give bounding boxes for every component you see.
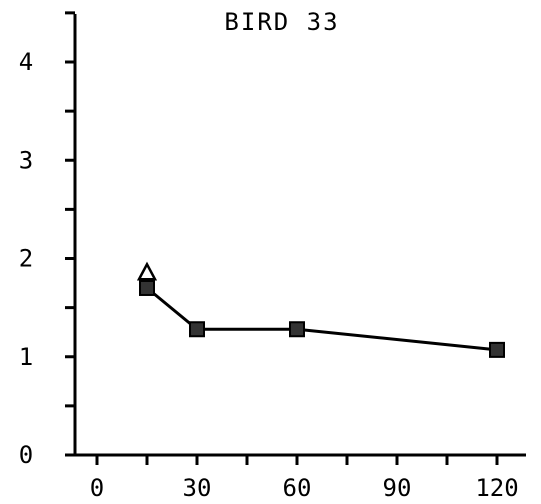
x-tick-labels: 0 30 60 90 120 bbox=[90, 474, 519, 502]
square-marker bbox=[489, 341, 505, 358]
x-tick-label: 60 bbox=[283, 474, 312, 502]
x-tick-label: 0 bbox=[90, 474, 104, 502]
chart-title: BIRD 33 bbox=[224, 8, 339, 36]
y-tick-label: 4 bbox=[19, 48, 33, 76]
axes bbox=[65, 11, 526, 465]
y-tick-labels: 0 1 2 3 4 bbox=[19, 48, 33, 469]
y-tick-label: 3 bbox=[19, 146, 33, 174]
square-marker bbox=[189, 321, 205, 338]
square-marker bbox=[289, 321, 305, 338]
square-marker bbox=[139, 279, 155, 296]
y-tick-label: 2 bbox=[19, 245, 33, 273]
x-tick-label: 30 bbox=[183, 474, 212, 502]
y-tick-label: 0 bbox=[19, 441, 33, 469]
x-tick-label: 120 bbox=[475, 474, 518, 502]
series-markers bbox=[136, 261, 505, 358]
x-tick-label: 90 bbox=[383, 474, 412, 502]
series-lines bbox=[146, 286, 498, 352]
series-line bbox=[146, 286, 498, 352]
y-tick-label: 1 bbox=[19, 343, 33, 371]
triangle-marker bbox=[136, 261, 158, 281]
